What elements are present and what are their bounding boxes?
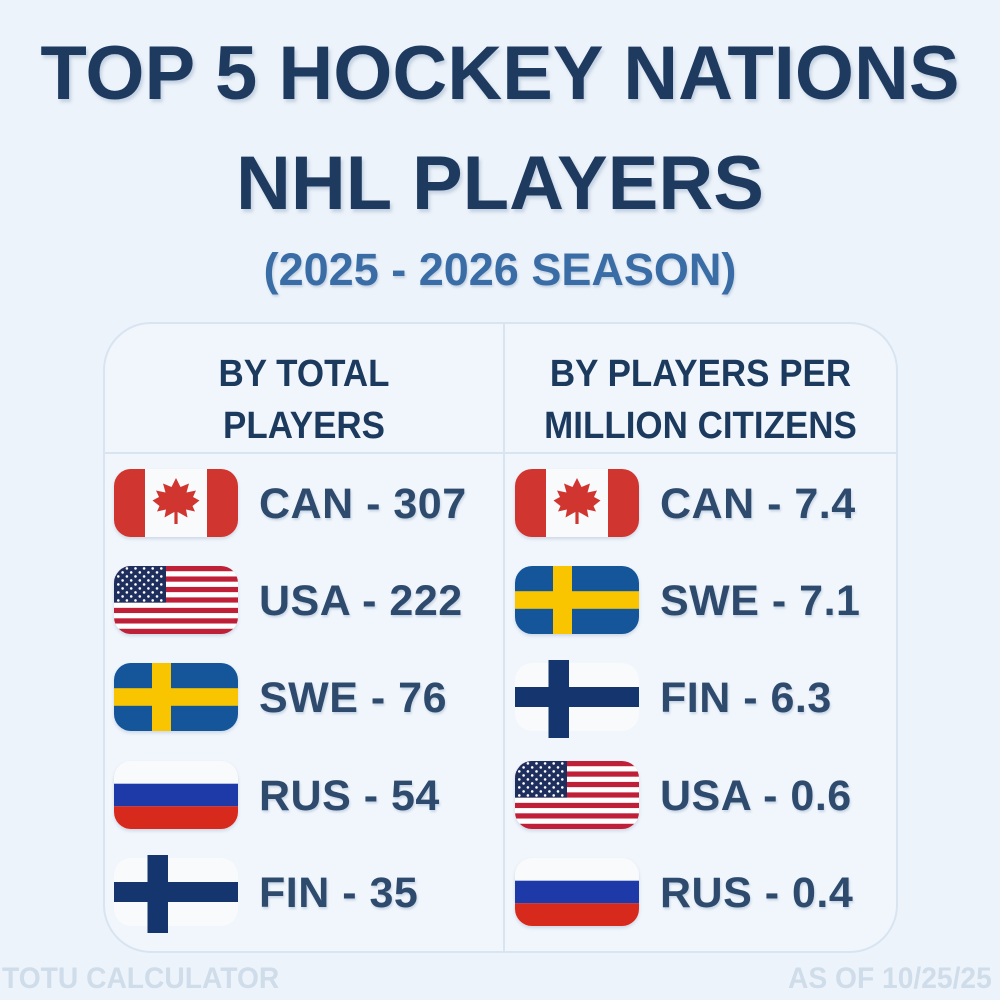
- table-row: USA - 222: [105, 551, 503, 648]
- table-row: RUS - 54: [105, 746, 503, 843]
- column-header-by-total-players: BY TOTAL PLAYERS: [121, 324, 487, 452]
- row-label: FIN - 6.3: [660, 674, 832, 723]
- finland-flag-icon: [114, 854, 238, 933]
- sweden-flag-icon: [515, 565, 639, 634]
- row-label: SWE - 76: [259, 674, 447, 723]
- table-row: SWE - 7.1: [505, 551, 896, 648]
- row-label: RUS - 54: [259, 771, 440, 820]
- column-by-players-per-million: BY PLAYERS PER MILLION CITIZENS CAN - 7.…: [505, 324, 896, 951]
- header-line: BY PLAYERS PER: [549, 353, 852, 395]
- footer-date: AS OF 10/25/25: [788, 962, 992, 995]
- header-line: PLAYERS: [223, 405, 385, 447]
- header-divider: [105, 452, 896, 454]
- rows-by-players-per-million: CAN - 7.4 SWE - 7.1 FIN - 6.3 USA - 0.6 RUS …: [505, 454, 896, 940]
- russia-flag-icon: [114, 760, 238, 829]
- row-label: RUS - 0.4: [660, 868, 854, 917]
- finland-flag-icon: [515, 660, 639, 739]
- header-line: MILLION CITIZENS: [544, 405, 857, 447]
- header-line: BY TOTAL: [218, 353, 390, 395]
- title-line-1: TOP 5 HOCKEY NATIONS: [40, 31, 960, 116]
- row-label: SWE - 7.1: [660, 576, 861, 625]
- table-row: FIN - 35: [105, 843, 503, 940]
- rankings-card: BY TOTAL PLAYERS CAN - 307 USA - 222 SWE -…: [103, 322, 898, 953]
- table-row: FIN - 6.3: [505, 649, 896, 746]
- table-row: CAN - 7.4: [505, 454, 896, 551]
- table-row: CAN - 307: [105, 454, 503, 551]
- footer-brand: TOTU CALCULATOR: [2, 962, 280, 995]
- table-row: RUS - 0.4: [505, 843, 896, 940]
- usa-flag-icon: [114, 565, 238, 634]
- row-label: CAN - 7.4: [660, 479, 856, 528]
- column-header-by-players-per-million: BY PLAYERS PER MILLION CITIZENS: [521, 324, 881, 452]
- rows-by-total-players: CAN - 307 USA - 222 SWE - 76 RUS - 54 FIN - …: [105, 454, 503, 940]
- table-row: USA - 0.6: [505, 746, 896, 843]
- sweden-flag-icon: [114, 663, 238, 732]
- table-row: SWE - 76: [105, 649, 503, 746]
- row-label: USA - 222: [259, 576, 463, 625]
- canada-flag-icon: [114, 468, 238, 537]
- column-divider: [503, 324, 505, 951]
- row-label: USA - 0.6: [660, 771, 852, 820]
- row-label: CAN - 307: [259, 479, 467, 528]
- subtitle-season: (2025 - 2026 SEASON): [263, 244, 737, 295]
- usa-flag-icon: [515, 760, 639, 829]
- russia-flag-icon: [515, 857, 639, 926]
- canada-flag-icon: [515, 468, 639, 537]
- title-line-2: NHL PLAYERS: [236, 141, 764, 226]
- column-by-total-players: BY TOTAL PLAYERS CAN - 307 USA - 222 SWE -…: [105, 324, 503, 951]
- row-label: FIN - 35: [259, 868, 419, 917]
